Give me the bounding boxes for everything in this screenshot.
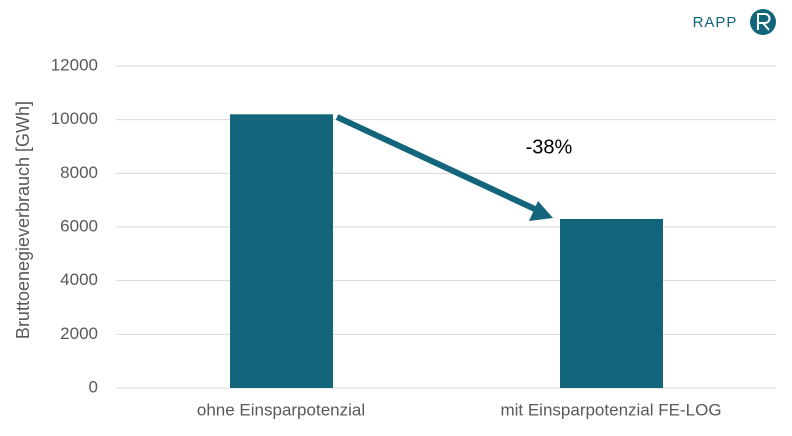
brand-logo <box>750 9 776 35</box>
y-tick-label: 10000 <box>51 109 98 128</box>
y-tick-label: 12000 <box>51 55 98 74</box>
y-tick-label: 4000 <box>60 270 98 289</box>
annotation: -38% <box>526 136 573 158</box>
y-tick-label: 6000 <box>60 216 98 235</box>
y-tick-label: 0 <box>89 377 98 396</box>
x-tick-label: ohne Einsparpotenzial <box>197 400 365 419</box>
y-tick-label: 2000 <box>60 324 98 343</box>
y-tick-label: 8000 <box>60 163 98 182</box>
bar <box>230 114 333 389</box>
arrow <box>335 114 553 221</box>
y-axis-label: Bruttoenegieverbrauch [GWh] <box>13 101 33 339</box>
bar <box>560 218 663 388</box>
x-tick-label: mit Einsparpotenzial FE-LOG <box>500 400 721 419</box>
brand-name: RAPP <box>693 14 738 31</box>
